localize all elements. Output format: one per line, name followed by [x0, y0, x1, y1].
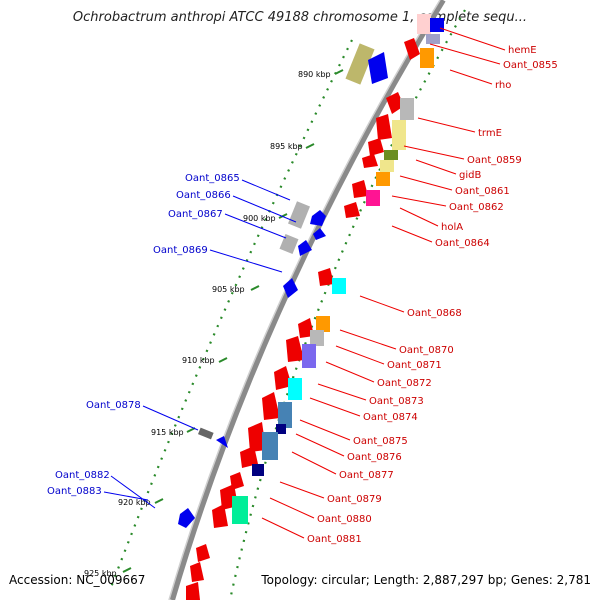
gene-arrow[interactable]: [186, 582, 200, 600]
gene-block[interactable]: [302, 344, 316, 368]
gene-label[interactable]: Oant_0877: [339, 470, 394, 481]
gene-block[interactable]: [198, 427, 214, 440]
inner-ring-genes: [178, 43, 388, 528]
gene-arrow[interactable]: [196, 544, 210, 562]
gene-label[interactable]: Oant_0870: [399, 345, 454, 356]
right-gene-labels: hemE Oant_0855 rho trmE Oant_0859 gidB O…: [261, 27, 558, 545]
gene-label[interactable]: Oant_0874: [363, 412, 418, 423]
gene-arrow[interactable]: [212, 504, 228, 528]
kbp-label: 920 kbp: [118, 498, 151, 507]
gene-label[interactable]: gidB: [459, 170, 481, 181]
kbp-label: 900 kbp: [243, 214, 276, 223]
gene-block[interactable]: [392, 120, 406, 150]
gene-block[interactable]: [376, 172, 390, 186]
gene-label[interactable]: Oant_0869: [153, 245, 208, 256]
gene-block[interactable]: [400, 98, 414, 120]
gene-label[interactable]: Oant_0867: [168, 209, 223, 220]
gene-block[interactable]: [430, 18, 444, 32]
gene-label[interactable]: Oant_0859: [467, 155, 522, 166]
gene-arrow[interactable]: [404, 38, 420, 60]
gene-arrow[interactable]: [352, 180, 368, 198]
gene-label[interactable]: Oant_0872: [377, 378, 432, 389]
gene-block[interactable]: [310, 330, 324, 346]
gene-arrow[interactable]: [386, 92, 404, 114]
gene-arrow[interactable]: [310, 210, 326, 226]
gene-arrow[interactable]: [274, 366, 292, 390]
kbp-label: 925 kbp: [84, 569, 117, 578]
gene-label[interactable]: hemE: [508, 45, 537, 56]
gene-arrow[interactable]: [344, 202, 360, 218]
gene-label[interactable]: Oant_0866: [176, 190, 231, 201]
gene-arrow[interactable]: [283, 278, 298, 298]
gene-label[interactable]: Oant_0878: [86, 400, 141, 411]
gene-block[interactable]: [426, 34, 440, 44]
kbp-label: 910 kbp: [182, 356, 215, 365]
inner-dot-ring: [108, 39, 353, 591]
gene-label[interactable]: Oant_0855: [503, 60, 558, 71]
gene-label[interactable]: Oant_0864: [435, 238, 490, 249]
gene-arrow[interactable]: [313, 228, 326, 240]
gene-arrow[interactable]: [286, 336, 304, 362]
chromosome-backbone-highlight: [168, 0, 441, 600]
gene-block[interactable]: [420, 48, 434, 68]
gene-arrow[interactable]: [376, 114, 392, 140]
outer-dot-ring: [228, 9, 466, 600]
gene-arrow[interactable]: [178, 508, 195, 528]
gene-arrow[interactable]: [262, 392, 280, 420]
gene-label[interactable]: Oant_0875: [353, 436, 408, 447]
topology-label: Topology: circular; Length: 2,887,297 bp…: [261, 573, 591, 587]
kbp-label: 895 kbp: [270, 142, 303, 151]
gene-arrow[interactable]: [240, 446, 258, 468]
gene-block[interactable]: [417, 14, 431, 34]
gene-label[interactable]: rho: [495, 80, 511, 91]
kbp-label: 905 kbp: [212, 285, 245, 294]
gene-block[interactable]: [278, 402, 292, 428]
gene-arrow[interactable]: [248, 422, 266, 452]
gene-block[interactable]: [384, 150, 398, 160]
gene-label[interactable]: Oant_0881: [307, 534, 362, 545]
gene-block[interactable]: [288, 201, 310, 229]
gene-label[interactable]: trmE: [478, 128, 502, 139]
gene-arrow[interactable]: [318, 268, 334, 286]
gene-block[interactable]: [380, 160, 394, 172]
gene-block[interactable]: [332, 278, 346, 294]
gene-label[interactable]: Oant_0876: [347, 452, 402, 463]
left-gene-labels: Oant_0865 Oant_0866 Oant_0867 Oant_0869 …: [47, 173, 297, 509]
gene-label[interactable]: Oant_0873: [369, 396, 424, 407]
gene-label[interactable]: Oant_0865: [185, 173, 240, 184]
gene-block[interactable]: [252, 464, 264, 476]
gene-label[interactable]: holA: [441, 222, 463, 233]
gene-arrow[interactable]: [298, 240, 312, 256]
gene-label[interactable]: Oant_0882: [55, 470, 110, 481]
gene-arrow[interactable]: [368, 52, 388, 84]
gene-label[interactable]: Oant_0883: [47, 486, 102, 497]
kbp-label: 890 kbp: [298, 70, 331, 79]
kbp-label: 915 kbp: [151, 428, 184, 437]
gene-arrow[interactable]: [216, 436, 228, 448]
gene-block[interactable]: [262, 432, 278, 460]
gene-block[interactable]: [276, 424, 286, 434]
accession-label: Accession: NC_009667: [9, 573, 146, 587]
gene-arrow[interactable]: [368, 138, 384, 156]
gene-label[interactable]: Oant_0871: [387, 360, 442, 371]
outer-ring-genes: [186, 14, 444, 600]
gene-label[interactable]: Oant_0868: [407, 308, 462, 319]
gene-arrow[interactable]: [362, 154, 378, 168]
chromosome-backbone: [169, 0, 446, 600]
gene-label[interactable]: Oant_0862: [449, 202, 504, 213]
gene-block[interactable]: [366, 190, 380, 206]
gene-label[interactable]: Oant_0861: [455, 186, 510, 197]
gene-block[interactable]: [279, 233, 299, 255]
gene-arrow[interactable]: [190, 562, 204, 582]
gene-label[interactable]: Oant_0879: [327, 494, 382, 505]
gene-block[interactable]: [288, 378, 302, 400]
kbp-axis: 890 kbp 895 kbp 900 kbp 905 kbp 910 kbp …: [84, 69, 344, 578]
map-title: Ochrobactrum anthropi ATCC 49188 chromos…: [72, 10, 528, 25]
gene-block[interactable]: [345, 43, 375, 85]
gene-block[interactable]: [316, 316, 330, 332]
gene-label[interactable]: Oant_0880: [317, 514, 372, 525]
gene-block[interactable]: [232, 496, 248, 524]
